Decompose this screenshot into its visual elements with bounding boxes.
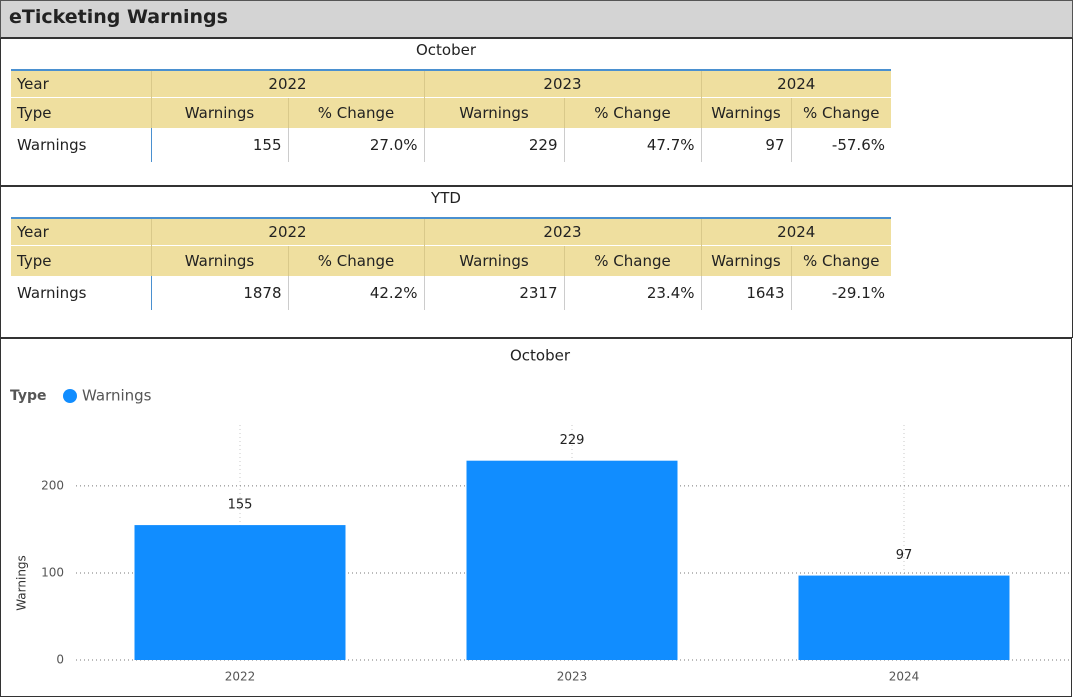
- year-row: Year 2022 2023 2024: [11, 217, 891, 246]
- cell: 42.2%: [287, 276, 424, 310]
- data-table: Year 2022 2023 2024 Type Warnings% Change Warn…: [11, 69, 891, 162]
- cell: -29.1%: [790, 276, 891, 310]
- bar: [798, 575, 1010, 660]
- year-header: 2023: [423, 217, 701, 246]
- row-header: Type: [11, 97, 151, 128]
- year-header: 2024: [700, 217, 891, 246]
- y-tick-label: 0: [56, 653, 64, 667]
- column-header: Warnings: [700, 97, 791, 128]
- bar: [466, 460, 678, 660]
- legend-title: Type: [10, 388, 47, 404]
- table-panel: October Year 2022 2023 2024 Type Warnings% Ch…: [0, 38, 1073, 186]
- x-tick-label: 2024: [889, 670, 920, 684]
- table-panel: YTD Year 2022 2023 2024 Type Warnings% Change…: [0, 186, 1073, 338]
- bar: [134, 525, 346, 660]
- year-header: 2024: [700, 69, 891, 98]
- row-header: Year: [11, 217, 151, 246]
- data-label: 97: [896, 548, 913, 563]
- cell: 2317: [423, 276, 564, 310]
- header: eTicketing Warnings: [0, 0, 1073, 39]
- column-header: Warnings: [423, 97, 564, 128]
- column-header: % Change: [287, 97, 424, 128]
- cell: 97: [700, 128, 791, 162]
- y-tick-label: 200: [41, 478, 64, 492]
- year-header: 2023: [423, 69, 701, 98]
- row-header: Type: [11, 245, 151, 276]
- legend-label: Warnings: [82, 387, 152, 405]
- cell: Warnings: [17, 136, 87, 154]
- cell: 23.4%: [563, 276, 701, 310]
- column-header: Warnings: [150, 245, 288, 276]
- chart: October Type Warnings Warnings 0 100 200 155…: [0, 338, 1072, 697]
- column-header: % Change: [563, 97, 701, 128]
- column-header: Warnings: [423, 245, 564, 276]
- cell: 229: [423, 128, 564, 162]
- cell: 47.7%: [563, 128, 701, 162]
- data-row: Warnings 155 27.0% 229 47.7% 97 -57.6%: [11, 128, 891, 162]
- cell: Warnings: [17, 284, 87, 302]
- data-label: 155: [228, 498, 253, 513]
- data-label: 229: [560, 433, 585, 448]
- cell: -57.6%: [790, 128, 891, 162]
- year-header: 2022: [150, 217, 424, 246]
- data-row: Warnings 1878 42.2% 2317 23.4% 1643 -29.1%: [11, 276, 891, 310]
- column-header: % Change: [790, 97, 891, 128]
- y-axis-label: Warnings: [15, 555, 29, 611]
- year-row: Year 2022 2023 2024: [11, 69, 891, 98]
- column-header: % Change: [563, 245, 701, 276]
- column-header: Warnings: [700, 245, 791, 276]
- data-table: Year 2022 2023 2024 Type Warnings% Change Warn…: [11, 217, 891, 310]
- table-title: October: [415, 41, 477, 59]
- page-title: eTicketing Warnings: [9, 6, 228, 28]
- type-row: Type Warnings% Change Warnings% Change Warn…: [11, 245, 891, 276]
- year-header: 2022: [150, 69, 424, 98]
- cell: 27.0%: [287, 128, 424, 162]
- cell: 1643: [700, 276, 791, 310]
- cell: 155: [150, 128, 288, 162]
- row-header: Year: [11, 69, 151, 98]
- y-tick-label: 100: [41, 565, 64, 579]
- column-header: % Change: [790, 245, 891, 276]
- x-tick-label: 2023: [557, 670, 588, 684]
- chart-title: October: [510, 347, 571, 365]
- table-title: YTD: [431, 189, 461, 207]
- cell: 1878: [150, 276, 288, 310]
- x-tick-label: 2022: [225, 670, 256, 684]
- column-header: % Change: [287, 245, 424, 276]
- type-row: Type Warnings% Change Warnings% Change Warn…: [11, 97, 891, 128]
- legend-marker: [63, 389, 77, 403]
- column-header: Warnings: [150, 97, 288, 128]
